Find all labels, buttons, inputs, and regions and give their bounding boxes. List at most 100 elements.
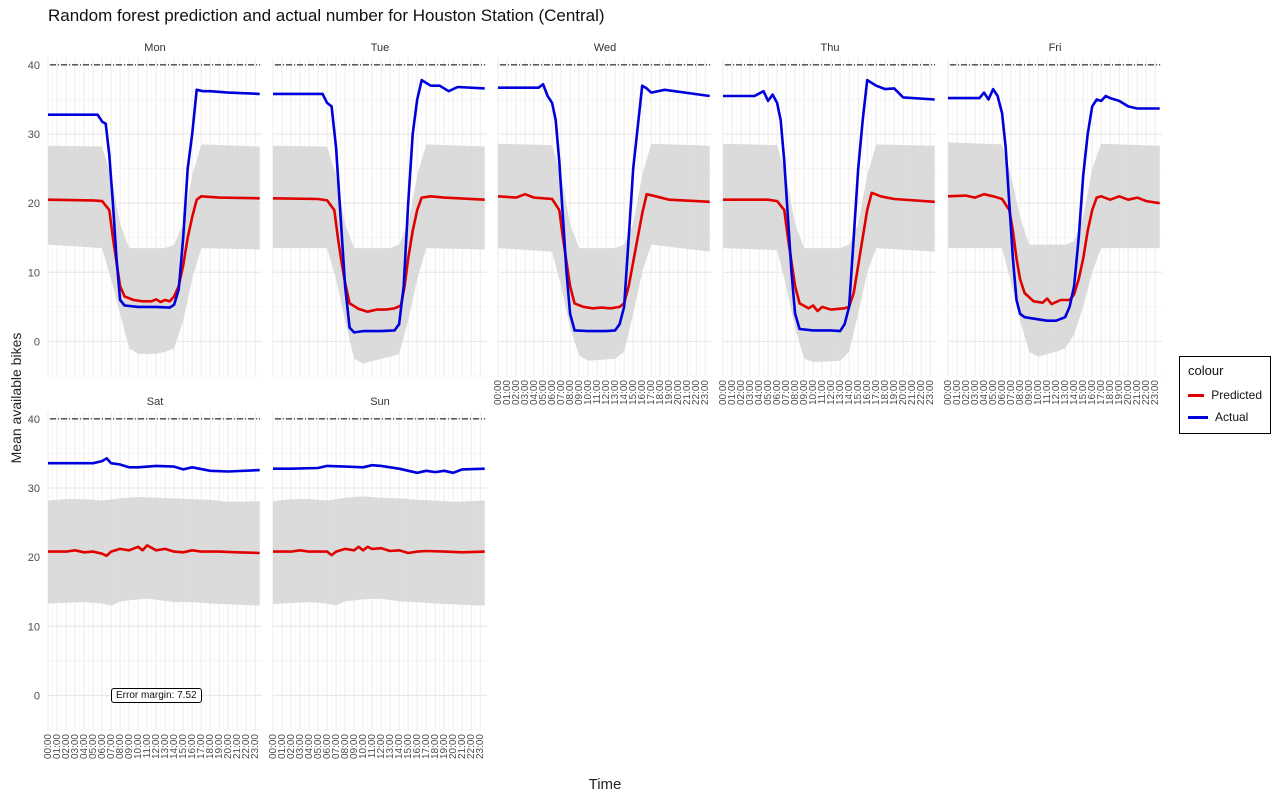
series-predicted-mon xyxy=(47,195,260,304)
x-tick-label: 09:00 xyxy=(124,734,135,759)
series-predicted-fri xyxy=(947,192,1160,306)
x-tick-label: 06:00 xyxy=(322,734,333,759)
x-tick-label: 00:00 xyxy=(718,380,729,405)
x-tick-label: 09:00 xyxy=(1024,380,1035,405)
panel-wed: Wed 00:0001:0002:0003:0004:0005:0006:0007… xyxy=(493,42,712,405)
x-tick-label: 22:00 xyxy=(241,734,252,759)
x-tick-label: 23:00 xyxy=(250,734,261,759)
x-tick-label: 21:00 xyxy=(457,734,468,759)
x-tick-label: 05:00 xyxy=(313,734,324,759)
x-tick-label: 01:00 xyxy=(502,380,513,405)
x-tick-label: 09:00 xyxy=(349,734,360,759)
panel-label-mon: Mon xyxy=(144,42,165,54)
x-tick-label: 05:00 xyxy=(763,380,774,405)
series-predicted-sat xyxy=(48,544,260,558)
series-actual-sat xyxy=(48,456,260,473)
x-tick-label: 03:00 xyxy=(970,380,981,405)
x-tick-label: 15:00 xyxy=(403,734,414,759)
x-tick-label: 16:00 xyxy=(412,734,423,759)
x-tick-label: 09:00 xyxy=(574,380,585,405)
panel-label-fri: Fri xyxy=(1049,42,1062,54)
x-tick-label: 19:00 xyxy=(889,380,900,405)
x-tick-label: 22:00 xyxy=(916,380,927,405)
panel-label-sat: Sat xyxy=(147,396,164,408)
panel-thu: Thu 00:0001:0002:0003:0004:0005:0006:0007… xyxy=(718,42,937,405)
y-tick-label: 0 xyxy=(34,336,40,348)
x-tick-label: 17:00 xyxy=(871,380,882,405)
x-tick-label: 11:00 xyxy=(1042,380,1053,405)
x-tick-label: 06:00 xyxy=(997,380,1008,405)
panel-mon: Mon 0 10 20 30 40 xyxy=(28,42,262,377)
x-tick-label: 13:00 xyxy=(610,380,621,405)
x-tick-label: 06:00 xyxy=(772,380,783,405)
y-tick-label: 20 xyxy=(28,552,40,564)
x-tick-label: 19:00 xyxy=(664,380,675,405)
y-tick-label: 10 xyxy=(28,267,40,279)
y-tick-label: 10 xyxy=(28,621,40,633)
y-tick-label: 40 xyxy=(28,414,40,426)
series-actual-thu xyxy=(723,78,935,333)
x-tick-label: 10:00 xyxy=(358,734,369,759)
x-tick-label: 23:00 xyxy=(700,380,711,405)
x-tick-label: 02:00 xyxy=(736,380,747,405)
y-tick-label: 40 xyxy=(28,60,40,72)
series-actual-sun xyxy=(273,463,485,475)
x-tick-label: 05:00 xyxy=(88,734,99,759)
x-tick-label: 06:00 xyxy=(547,380,558,405)
legend-label-predicted: Predicted xyxy=(1211,388,1262,402)
x-tick-label: 20:00 xyxy=(448,734,459,759)
x-tick-label: 21:00 xyxy=(907,380,918,405)
panel-tue: Tue xyxy=(272,42,487,377)
x-tick-label: 23:00 xyxy=(475,734,486,759)
x-tick-label: 16:00 xyxy=(1087,380,1098,405)
x-tick-label: 22:00 xyxy=(466,734,477,759)
x-tick-label: 18:00 xyxy=(880,380,891,405)
x-tick-label: 15:00 xyxy=(1078,380,1089,405)
x-tick-label: 21:00 xyxy=(682,380,693,405)
y-tick-label: 0 xyxy=(34,690,40,702)
x-tick-label: 15:00 xyxy=(628,380,639,405)
prediction-band-fri xyxy=(948,142,1160,357)
x-tick-label: 23:00 xyxy=(925,380,936,405)
x-tick-label: 12:00 xyxy=(151,734,162,759)
x-tick-label: 10:00 xyxy=(1033,380,1044,405)
x-tick-label: 07:00 xyxy=(556,380,567,405)
x-tick-label: 13:00 xyxy=(385,734,396,759)
x-tick-label: 07:00 xyxy=(1006,380,1017,405)
x-tick-label: 14:00 xyxy=(619,380,630,405)
x-tick-label: 11:00 xyxy=(142,734,153,759)
x-tick-label: 08:00 xyxy=(115,734,126,759)
x-tick-label: 20:00 xyxy=(223,734,234,759)
legend-item-predicted: Predicted xyxy=(1188,384,1262,406)
x-tick-label: 17:00 xyxy=(196,734,207,759)
x-tick-label: 16:00 xyxy=(637,380,648,405)
prediction-band-thu xyxy=(723,143,935,363)
x-tick-label: 00:00 xyxy=(43,734,54,759)
x-tick-label: 12:00 xyxy=(376,734,387,759)
x-axis-label: Time xyxy=(588,776,622,793)
x-tick-label: 03:00 xyxy=(295,734,306,759)
panel-fri: Fri 00:0001:0002:0003:0004:0005:0006:0007… xyxy=(943,42,1162,405)
panel-sun: Sun 00:0001:0002:0003:0004:0005:0006:0007… xyxy=(268,396,487,759)
legend-key-actual xyxy=(1188,415,1208,419)
x-tick-label: 13:00 xyxy=(160,734,171,759)
x-tick-label: 10:00 xyxy=(808,380,819,405)
x-tick-label: 20:00 xyxy=(898,380,909,405)
legend-title: colour xyxy=(1188,363,1224,378)
x-tick-label: 03:00 xyxy=(520,380,531,405)
y-tick-label: 30 xyxy=(28,483,40,495)
x-tick-label: 16:00 xyxy=(187,734,198,759)
prediction-band-sat xyxy=(48,497,260,606)
x-tick-label: 15:00 xyxy=(853,380,864,405)
x-tick-label: 19:00 xyxy=(439,734,450,759)
x-tick-label: 00:00 xyxy=(493,380,504,405)
x-tick-label: 12:00 xyxy=(826,380,837,405)
x-tick-label: 11:00 xyxy=(592,380,603,405)
x-tick-label: 00:00 xyxy=(268,734,279,759)
series-predicted-wed xyxy=(497,192,710,310)
x-tick-label: 13:00 xyxy=(1060,380,1071,405)
x-tick-label: 22:00 xyxy=(691,380,702,405)
panel-label-sun: Sun xyxy=(370,396,390,408)
y-tick-label: 30 xyxy=(28,129,40,141)
